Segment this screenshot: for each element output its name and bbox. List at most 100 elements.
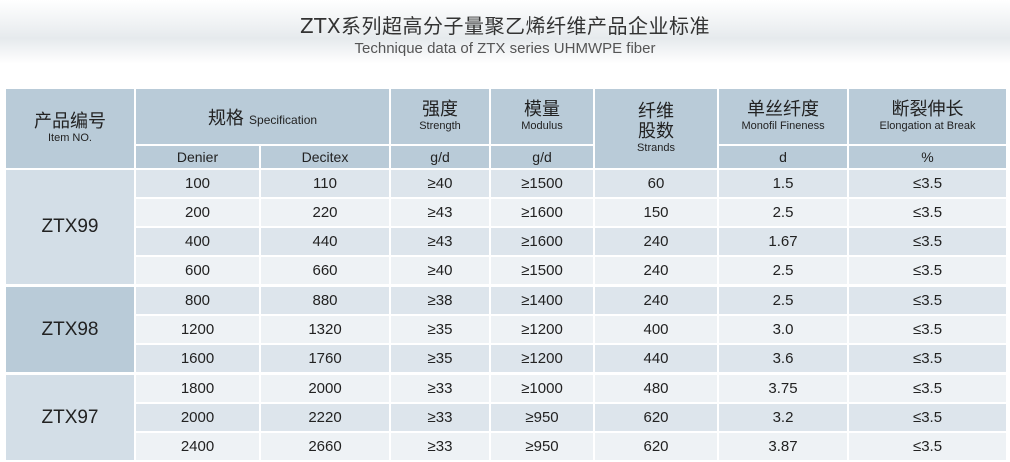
header-monofil-zh: 单丝纤度 [747, 99, 820, 120]
header-strands-en: Strands [637, 142, 675, 154]
elong-cell: ≤3.5 [847, 168, 1009, 199]
decitex-cell: 1320 [258, 314, 392, 345]
modulus-cell: ≥950 [489, 431, 596, 462]
table-body: ZTX99 100 110 ≥40 ≥1500 60 1.5 ≤3.5 200 … [4, 168, 1009, 462]
header-modulus-en: Modulus [521, 120, 563, 132]
strength-cell: ≥38 [389, 284, 492, 316]
header-item: 产品编号 Item NO. [4, 87, 136, 170]
monofil-cell: 3.2 [717, 402, 850, 433]
strands-cell: 240 [593, 226, 720, 257]
strength-cell: ≥43 [389, 197, 492, 228]
decitex-cell: 1760 [258, 343, 392, 375]
header-elong-en: Elongation at Break [879, 120, 976, 132]
strands-cell: 60 [593, 168, 720, 199]
decitex-cell: 2220 [258, 402, 392, 433]
strands-cell: 240 [593, 255, 720, 287]
header-item-en: Item NO. [47, 132, 92, 144]
table-row: ZTX97 1800 2000 ≥33 ≥1000 480 3.75 ≤3.5 [4, 372, 1009, 462]
elong-cell: ≤3.5 [847, 431, 1009, 462]
denier-cell: 1800 [134, 372, 261, 404]
table-row: 1200 1320 ≥35 ≥1200 400 3.0 ≤3.5 [5, 314, 1009, 345]
modulus-cell: ≥950 [489, 402, 596, 433]
header-strength-zh: 强度 [422, 99, 459, 120]
elong-cell: ≤3.5 [847, 226, 1009, 257]
header-spec-en: Specification [249, 112, 318, 127]
strength-cell: ≥43 [389, 226, 492, 257]
item-cell: ZTX97 [4, 372, 136, 462]
strength-cell: ≥40 [389, 168, 492, 199]
elong-cell: ≤3.5 [847, 197, 1009, 228]
elong-cell: ≤3.5 [847, 314, 1009, 345]
modulus-cell: ≥1600 [489, 226, 596, 257]
strength-cell: ≥35 [389, 343, 492, 375]
decitex-cell: 220 [258, 197, 392, 228]
modulus-cell: ≥1400 [489, 284, 596, 316]
strands-cell: 240 [593, 284, 720, 316]
decitex-cell: 660 [258, 255, 392, 287]
table-row: ZTX99 100 110 ≥40 ≥1500 60 1.5 ≤3.5 [4, 168, 1009, 287]
elong-cell: ≤3.5 [847, 372, 1009, 404]
strands-cell: 620 [593, 431, 720, 462]
monofil-cell: 1.67 [717, 226, 850, 257]
strength-cell: ≥40 [389, 255, 492, 287]
header-spec-zh: 规格 [207, 107, 244, 129]
decitex-cell: 110 [258, 168, 392, 199]
modulus-cell: ≥1500 [489, 255, 596, 287]
strands-cell: 150 [593, 197, 720, 228]
monofil-cell: 3.0 [717, 314, 850, 345]
strength-cell: ≥35 [389, 314, 492, 345]
header-item-zh: 产品编号 [34, 111, 106, 132]
header-strands: 纤维 股数 Strands [593, 87, 720, 170]
decitex-cell: 2000 [258, 372, 392, 404]
decitex-cell: 440 [258, 226, 392, 257]
monofil-cell: 3.6 [717, 343, 850, 375]
monofil-cell: 3.87 [717, 431, 850, 462]
denier-cell: 100 [134, 168, 261, 199]
monofil-cell: 2.5 [717, 197, 850, 228]
unit-elong: % [847, 144, 1009, 170]
denier-cell: 1200 [134, 314, 261, 345]
denier-cell: 600 [134, 255, 261, 287]
decitex-cell: 2660 [258, 431, 392, 462]
modulus-cell: ≥1000 [489, 372, 596, 404]
header-monofil-en: Monofil Fineness [741, 120, 825, 132]
table-row: 2400 2660 ≥33 ≥950 620 3.87 ≤3.5 [5, 431, 1009, 462]
strength-cell: ≥33 [389, 431, 492, 462]
strength-cell: ≥33 [389, 372, 492, 404]
header-strands-zh2: 股数 [638, 121, 675, 142]
monofil-cell: 1.5 [717, 168, 850, 199]
spec-table: 产品编号 Item NO. 规格 Specification 强度 Streng… [4, 87, 1009, 462]
modulus-cell: ≥1600 [489, 197, 596, 228]
header-monofil: 单丝纤度 Monofil Fineness [717, 87, 850, 146]
header-spec: 规格 Specification [133, 87, 392, 146]
modulus-cell: ≥1200 [489, 314, 596, 345]
page-title-zh: ZTX系列超高分子量聚乙烯纤维产品企业标准 [299, 14, 711, 38]
elong-cell: ≤3.5 [847, 343, 1009, 375]
denier-cell: 1600 [134, 343, 261, 375]
header-elong-zh: 断裂伸长 [891, 99, 964, 120]
table-row: ZTX98 800 880 ≥38 ≥1400 240 2.5 ≤3.5 [4, 284, 1009, 375]
table-row: 200 220 ≥43 ≥1600 150 2.5 ≤3.5 [5, 197, 1009, 228]
table-row: 2000 2220 ≥33 ≥950 620 3.2 ≤3.5 [5, 402, 1009, 433]
title-band [0, 0, 1010, 64]
header-strands-zh1: 纤维 [638, 101, 675, 122]
strands-cell: 620 [593, 402, 720, 433]
strands-cell: 480 [593, 372, 720, 404]
strands-cell: 400 [593, 314, 720, 345]
unit-decitex: Decitex [258, 144, 392, 170]
elong-cell: ≤3.5 [847, 284, 1009, 316]
header-strength: 强度 Strength [389, 87, 492, 146]
header-modulus-zh: 模量 [524, 99, 561, 120]
header-strength-en: Strength [419, 120, 461, 132]
strands-cell: 440 [593, 343, 720, 375]
denier-cell: 400 [134, 226, 261, 257]
monofil-cell: 2.5 [717, 284, 850, 316]
page-title-en: Technique data of ZTX series UHMWPE fibe… [354, 40, 656, 57]
header-modulus: 模量 Modulus [489, 87, 596, 146]
header-elong: 断裂伸长 Elongation at Break [847, 87, 1009, 146]
elong-cell: ≤3.5 [847, 255, 1009, 287]
denier-cell: 800 [134, 284, 261, 316]
denier-cell: 2400 [134, 431, 261, 462]
denier-cell: 2000 [134, 402, 261, 433]
modulus-cell: ≥1200 [489, 343, 596, 375]
